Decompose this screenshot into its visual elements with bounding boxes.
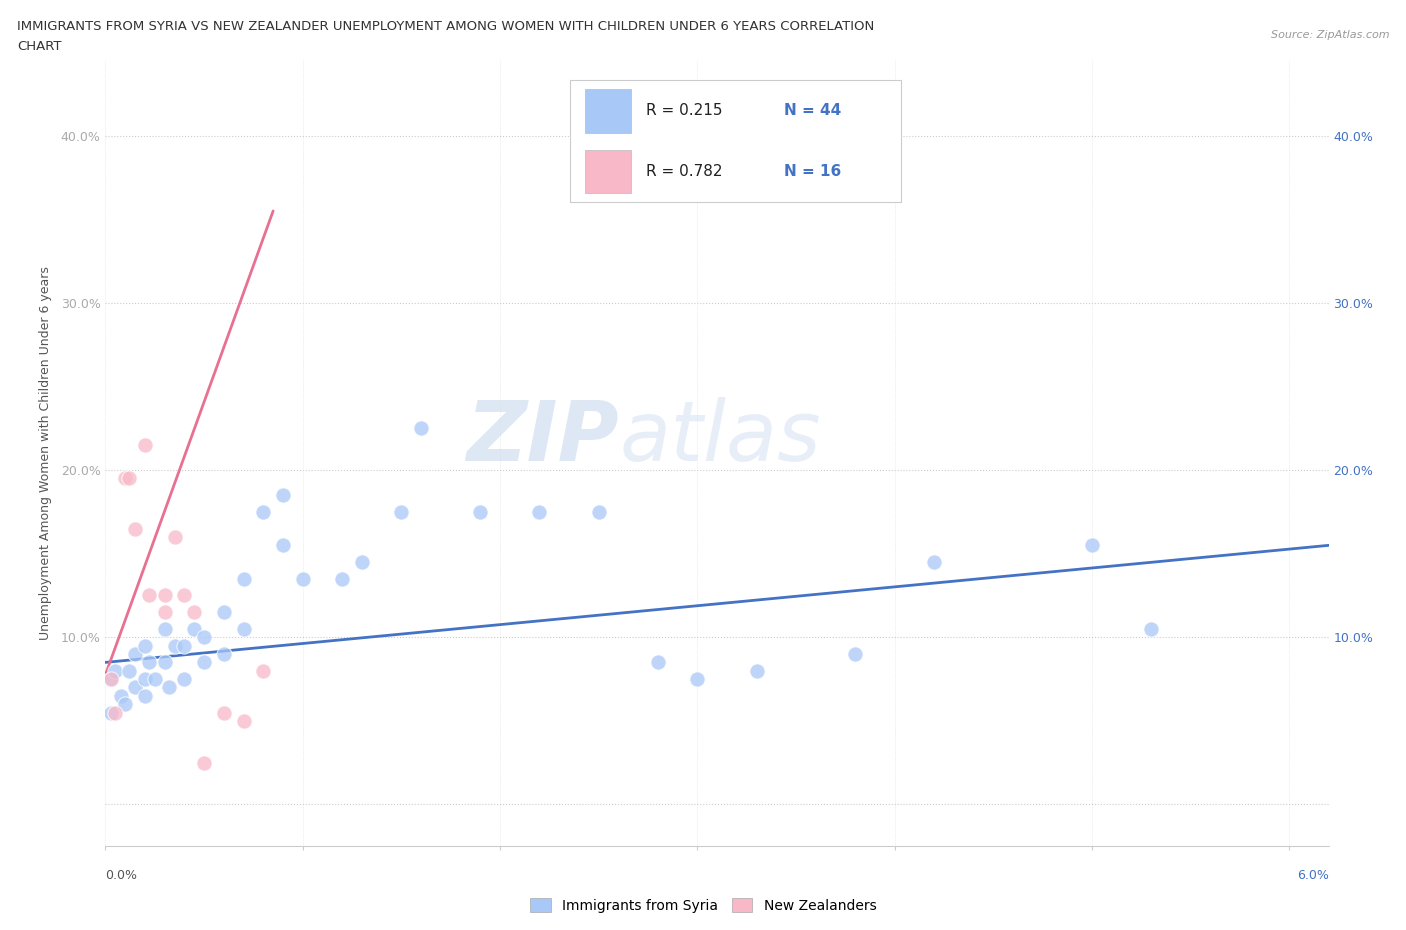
Point (411, 421, 433, 436)
Point (124, 680, 146, 695)
Point (252, 504, 274, 519)
Point (138, 655, 160, 670)
Point (114, 471, 136, 485)
Point (173, 588, 195, 603)
Text: atlas: atlas (619, 397, 821, 478)
Point (232, 713, 254, 728)
Point (193, 630, 215, 644)
Point (183, 604, 205, 619)
Text: N = 16: N = 16 (785, 164, 842, 179)
Point (183, 621, 205, 636)
Point (173, 638, 195, 653)
Point (134, 438, 156, 453)
Point (212, 705, 235, 720)
Point (153, 588, 176, 603)
Text: Source: ZipAtlas.com: Source: ZipAtlas.com (1271, 30, 1389, 40)
Point (153, 655, 176, 670)
Text: IMMIGRANTS FROM SYRIA VS NEW ZEALANDER UNEMPLOYMENT AMONG WOMEN WITH CHILDREN UN: IMMIGRANTS FROM SYRIA VS NEW ZEALANDER U… (17, 20, 875, 33)
Point (745, 663, 768, 678)
Point (138, 588, 160, 603)
Point (110, 688, 132, 703)
Y-axis label: Unemployment Among Women with Children Under 6 years: Unemployment Among Women with Children U… (39, 266, 52, 641)
Point (153, 621, 176, 636)
Point (134, 638, 156, 653)
FancyBboxPatch shape (571, 80, 900, 202)
Point (844, 646, 866, 661)
Text: 6.0%: 6.0% (1296, 869, 1329, 882)
Point (193, 755, 215, 770)
Point (100, 705, 122, 720)
Point (114, 697, 136, 711)
Text: R = 0.782: R = 0.782 (647, 164, 723, 179)
Point (100, 671, 122, 686)
Point (118, 663, 141, 678)
Point (291, 571, 314, 586)
Point (922, 554, 945, 569)
Point (389, 504, 412, 519)
Point (212, 646, 235, 661)
Point (163, 529, 186, 544)
Point (100, 671, 122, 686)
Point (134, 688, 156, 703)
Point (193, 655, 215, 670)
Point (330, 571, 353, 586)
Legend: Immigrants from Syria, New Zealanders: Immigrants from Syria, New Zealanders (524, 893, 882, 919)
FancyBboxPatch shape (585, 151, 631, 193)
Point (118, 471, 141, 485)
Text: R = 0.215: R = 0.215 (647, 103, 723, 118)
Point (529, 504, 551, 519)
Point (647, 655, 669, 670)
Point (1140, 621, 1163, 636)
Text: 0.0%: 0.0% (105, 869, 138, 882)
Point (157, 680, 180, 695)
Point (271, 487, 294, 502)
Point (134, 671, 156, 686)
Point (271, 538, 294, 552)
Point (212, 604, 235, 619)
Point (350, 554, 373, 569)
Point (173, 671, 195, 686)
Point (686, 671, 709, 686)
Point (124, 521, 146, 536)
Point (252, 663, 274, 678)
Point (163, 638, 186, 653)
FancyBboxPatch shape (585, 89, 631, 133)
Text: ZIP: ZIP (467, 397, 619, 478)
Point (104, 663, 127, 678)
Point (588, 504, 610, 519)
Point (232, 571, 254, 586)
Text: CHART: CHART (17, 40, 62, 53)
Point (470, 504, 492, 519)
Point (124, 646, 146, 661)
Point (232, 621, 254, 636)
Point (104, 705, 127, 720)
Point (153, 604, 176, 619)
Point (143, 671, 166, 686)
Point (1081, 538, 1104, 552)
Text: N = 44: N = 44 (785, 103, 842, 118)
